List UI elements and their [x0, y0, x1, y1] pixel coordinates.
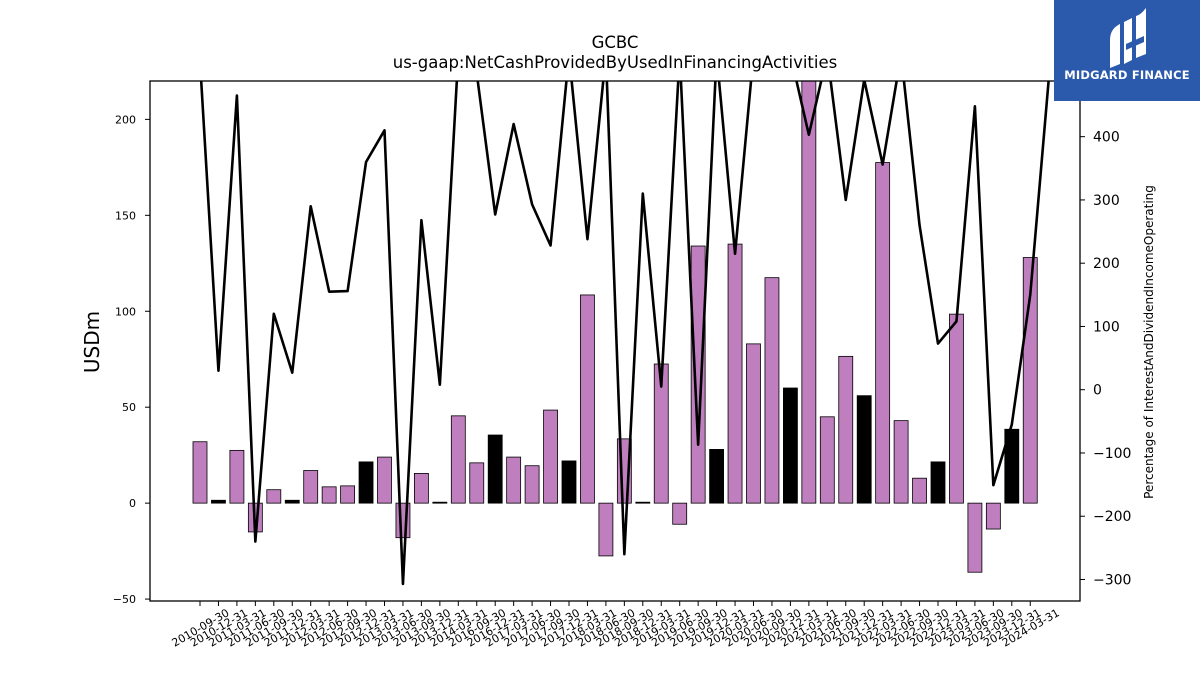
bar: [303, 470, 319, 504]
bar: [358, 461, 374, 504]
bar: [856, 395, 872, 504]
bar: [746, 343, 761, 504]
bar: [413, 472, 429, 504]
y2-tick-label: 300: [1093, 193, 1120, 209]
bar: [949, 313, 964, 504]
bar: [801, 81, 817, 504]
bar: [192, 441, 208, 504]
y-tick-label: 200: [115, 113, 136, 126]
bar: [543, 409, 558, 504]
y2-axis-label: Percentage of InterestAndDividendIncomeO…: [1142, 185, 1156, 499]
y-tick-label: 150: [115, 209, 136, 222]
y2-tick-label: −100: [1093, 446, 1131, 462]
bar: [783, 387, 798, 504]
bar-series: [192, 81, 1038, 573]
brand-logo: MIDGARD FINANCE: [1054, 0, 1200, 101]
axes: −50 0 50 100 150 200 −300 −200 −100 0 100 200 300 400…: [113, 80, 1131, 650]
bar: [838, 355, 854, 504]
y2-tick-label: 100: [1093, 319, 1120, 335]
bar: [561, 460, 577, 504]
plot-frame: [149, 80, 1081, 602]
series-line: [199, 81, 1050, 586]
bar: [1004, 428, 1020, 504]
y2-tick-label: −200: [1093, 509, 1131, 525]
bar: [598, 502, 614, 557]
bar: [930, 461, 946, 504]
y-tick-label: −50: [113, 593, 136, 606]
y-tick-label: 100: [115, 305, 136, 318]
chart-subtitle: us-gaap:NetCashProvidedByUsedInFinancing…: [393, 53, 837, 72]
bar: [284, 499, 300, 504]
y2-tick-label: 200: [1093, 256, 1120, 272]
y2-tick-label: 0: [1093, 383, 1102, 399]
bar: [912, 477, 927, 504]
bar: [690, 245, 706, 504]
bar: [672, 502, 688, 525]
bar: [524, 465, 540, 504]
bar: [635, 501, 651, 504]
line-series: [199, 81, 1050, 586]
y-tick-label: 0: [129, 497, 136, 510]
bar: [321, 486, 337, 504]
bar: [727, 243, 743, 504]
bar: [469, 462, 485, 504]
bar: [893, 420, 909, 504]
bar: [377, 456, 392, 504]
bar: [340, 485, 356, 504]
y2-tick-label: 400: [1093, 130, 1120, 146]
bar: [211, 499, 226, 504]
bar: [709, 449, 724, 504]
y-tick-label: 50: [122, 401, 136, 414]
bar: [450, 415, 466, 504]
y-axis-label: USDm: [80, 311, 104, 373]
logo-text: MIDGARD FINANCE: [1064, 68, 1190, 82]
bar: [580, 294, 595, 504]
bar: [967, 502, 983, 573]
bar: [487, 434, 503, 504]
bar: [985, 502, 1001, 530]
bar: [432, 501, 448, 504]
logo-mark-icon: [1110, 8, 1146, 68]
bar: [229, 449, 245, 504]
bar: [506, 456, 522, 504]
chart-title: GCBC: [592, 33, 639, 52]
bar: [764, 277, 780, 504]
y2-tick-label: −300: [1093, 572, 1131, 588]
bar: [819, 416, 835, 504]
bar: [266, 489, 282, 504]
bar: [875, 162, 891, 504]
